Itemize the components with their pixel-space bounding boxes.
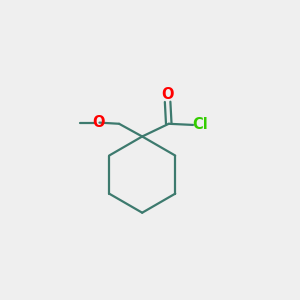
Text: O: O xyxy=(161,87,174,102)
Text: Cl: Cl xyxy=(193,117,208,132)
Text: O: O xyxy=(92,115,104,130)
